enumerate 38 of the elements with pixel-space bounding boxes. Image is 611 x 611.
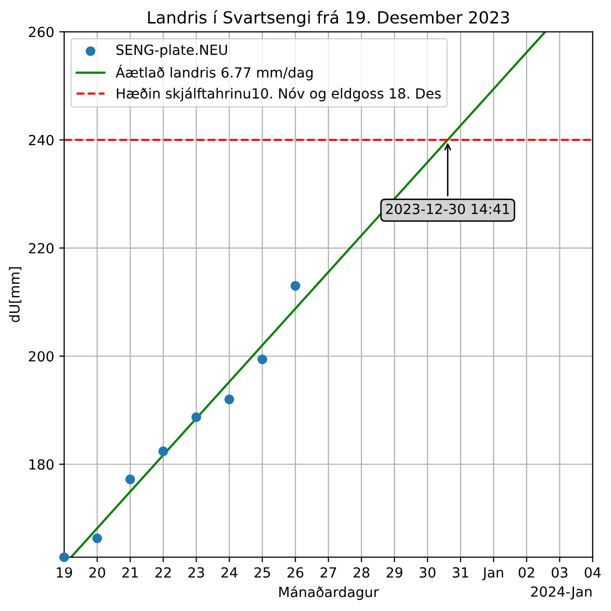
x-tick-label: 25 (254, 567, 270, 578)
x-tick-label: 31 (452, 567, 468, 578)
x-tick-label: 02 (518, 567, 534, 578)
y-axis-title: dU[mm] (8, 267, 22, 322)
legend-label: SENG-plate.NEU (116, 44, 228, 58)
x-tick-label: 26 (288, 567, 304, 578)
x-tick-label: 29 (386, 567, 402, 578)
x-tick-label: Jan (482, 567, 504, 580)
x-tick-label: 28 (354, 567, 370, 578)
y-tick-label: 200 (28, 351, 54, 362)
x-tick-label: 04 (584, 567, 601, 578)
point (92, 533, 102, 544)
x-tick-label: 03 (552, 567, 568, 578)
point (257, 354, 268, 364)
y-tick-label: 220 (28, 242, 54, 254)
y-tick-label: 260 (28, 26, 54, 38)
legend-label: Áætlað landris 6.77 mm/dag (116, 64, 313, 80)
y-tick-label: 180 (29, 459, 54, 470)
y-tick-label: 240 (28, 134, 54, 146)
x-tick-label: 27 (320, 567, 336, 578)
x-axis-title: Mánaðardagur (279, 586, 379, 600)
point (290, 280, 300, 291)
x-tick-label: 30 (420, 567, 436, 578)
x-tick-label: 22 (155, 567, 171, 578)
x-tick-label: 23 (188, 567, 204, 578)
annotation: 2023-12-30 14:41 (386, 204, 510, 214)
x-tick-label: 21 (122, 567, 138, 578)
x-tick-label: 19 (56, 567, 72, 578)
point (224, 394, 234, 404)
point (125, 474, 136, 484)
x-tick-label: 24 (221, 567, 238, 578)
point (59, 552, 70, 562)
point (158, 446, 168, 456)
x-tick-label: 20 (89, 567, 106, 578)
text: 2024-Jan (531, 586, 592, 600)
chart-title: Landris í Svartsengi frá 19. Desember 2023 (148, 10, 509, 27)
point (191, 412, 202, 422)
legend-label: Hæðin skjálftahrinu10. Nóv og eldgoss 18. Des (116, 87, 441, 102)
